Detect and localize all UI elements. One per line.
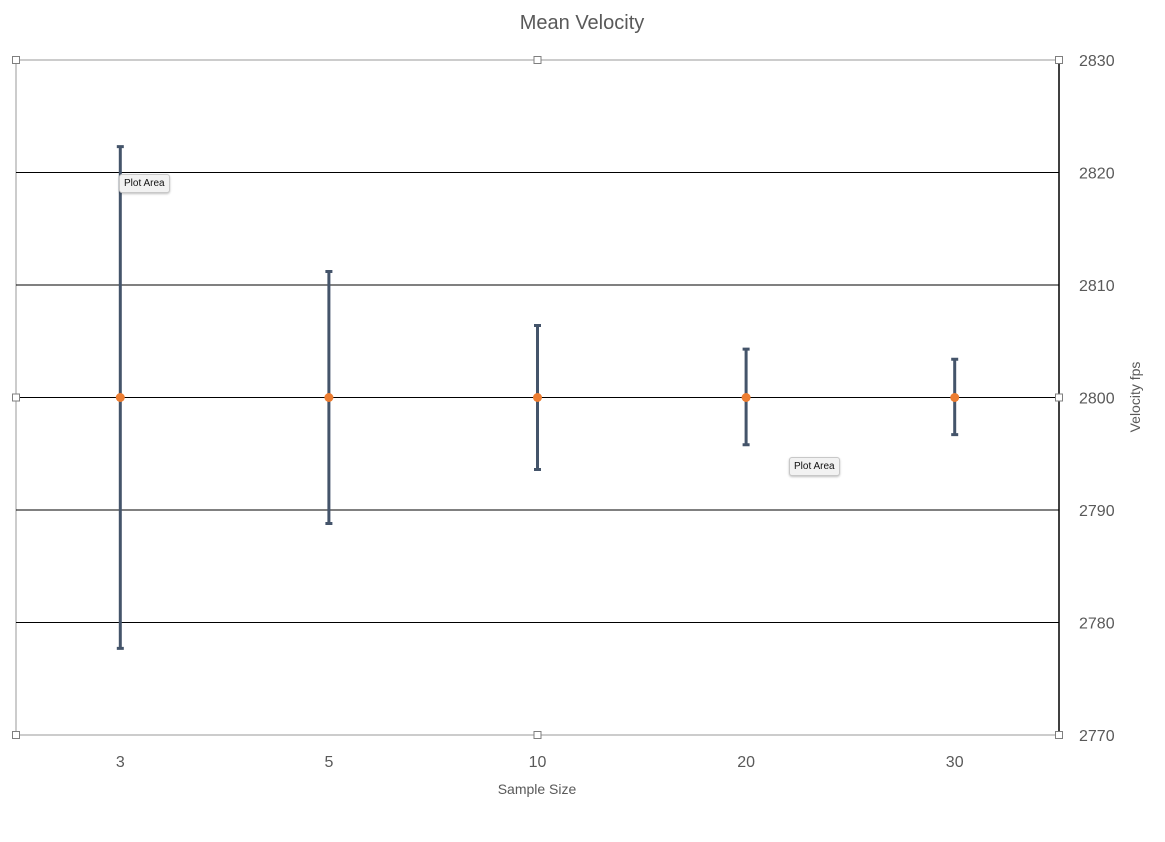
- y-tick-label: 2780: [1079, 616, 1115, 633]
- selection-handle[interactable]: [12, 56, 20, 64]
- data-point[interactable]: [950, 393, 960, 402]
- plot-area-selection-handles[interactable]: [12, 56, 1063, 739]
- data-point[interactable]: [741, 393, 751, 402]
- data-points[interactable]: [115, 393, 960, 402]
- x-tick-label: 20: [737, 754, 755, 771]
- y-tick-label: 2770: [1079, 728, 1115, 745]
- selection-handle[interactable]: [1055, 56, 1063, 64]
- plot-area-tooltip: Plot Area: [119, 174, 170, 193]
- selection-handle[interactable]: [1055, 393, 1063, 402]
- plot-area-tooltip: Plot Area: [789, 457, 840, 476]
- selection-handle[interactable]: [12, 731, 20, 739]
- y-tick-label: 2810: [1079, 278, 1115, 295]
- y-tick-label: 2800: [1079, 391, 1115, 408]
- selection-handle[interactable]: [533, 56, 542, 64]
- data-point[interactable]: [324, 393, 334, 402]
- chart-title: Mean Velocity: [520, 12, 645, 34]
- y-tick-label: 2820: [1079, 166, 1115, 183]
- y-tick-label: 2790: [1079, 503, 1115, 520]
- y-tick-label: 2830: [1079, 53, 1115, 70]
- x-tick-labels: 3 5 10 20 30: [116, 754, 964, 771]
- selection-handle[interactable]: [533, 731, 542, 739]
- x-tick-label: 10: [529, 754, 547, 771]
- x-tick-label: 30: [946, 754, 964, 771]
- y-axis-title: Velocity fps: [1127, 362, 1143, 433]
- data-point[interactable]: [115, 393, 125, 402]
- data-point[interactable]: [533, 393, 542, 402]
- x-tick-label: 5: [324, 754, 333, 771]
- x-tick-label: 3: [116, 754, 125, 771]
- selection-handle[interactable]: [1055, 731, 1063, 739]
- x-axis-title: Sample Size: [498, 781, 577, 797]
- selection-handle[interactable]: [12, 393, 20, 402]
- y-tick-labels: 2770 2780 2790 2800 2810 2820 2830: [1079, 53, 1115, 745]
